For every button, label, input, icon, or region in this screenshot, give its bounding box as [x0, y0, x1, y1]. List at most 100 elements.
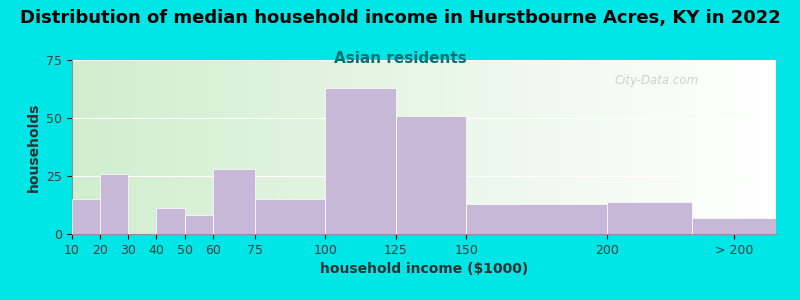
- Y-axis label: households: households: [26, 102, 41, 192]
- Bar: [213, 60, 216, 234]
- Bar: [656, 60, 660, 234]
- Text: Distribution of median household income in Hurstbourne Acres, KY in 2022: Distribution of median household income …: [20, 9, 780, 27]
- Bar: [386, 60, 389, 234]
- Bar: [650, 60, 653, 234]
- Bar: [273, 60, 276, 234]
- Bar: [685, 60, 688, 234]
- Bar: [248, 60, 251, 234]
- Bar: [568, 60, 572, 234]
- Bar: [290, 60, 294, 234]
- Bar: [550, 60, 554, 234]
- Bar: [530, 60, 533, 234]
- Bar: [562, 60, 565, 234]
- Bar: [150, 60, 153, 234]
- Bar: [547, 60, 550, 234]
- Bar: [414, 60, 417, 234]
- Bar: [139, 60, 142, 234]
- Bar: [185, 60, 188, 234]
- Bar: [452, 60, 456, 234]
- Bar: [480, 60, 484, 234]
- Bar: [487, 60, 491, 234]
- Bar: [220, 60, 223, 234]
- Bar: [533, 60, 537, 234]
- Bar: [230, 60, 234, 234]
- Bar: [368, 60, 371, 234]
- Bar: [691, 60, 695, 234]
- Bar: [748, 60, 751, 234]
- Bar: [322, 60, 326, 234]
- Bar: [361, 60, 364, 234]
- Bar: [509, 60, 512, 234]
- Bar: [354, 60, 357, 234]
- Bar: [234, 60, 238, 234]
- Bar: [315, 60, 318, 234]
- Bar: [698, 60, 702, 234]
- Bar: [572, 60, 575, 234]
- Bar: [245, 60, 248, 234]
- Bar: [713, 60, 716, 234]
- Bar: [720, 60, 723, 234]
- Bar: [343, 60, 346, 234]
- Bar: [618, 60, 621, 234]
- Bar: [632, 60, 635, 234]
- Bar: [107, 60, 110, 234]
- Bar: [269, 60, 273, 234]
- Bar: [691, 218, 776, 234]
- Bar: [301, 60, 304, 234]
- Bar: [660, 60, 663, 234]
- Bar: [374, 60, 378, 234]
- Bar: [125, 60, 128, 234]
- Bar: [178, 60, 181, 234]
- Bar: [600, 60, 603, 234]
- Bar: [663, 60, 667, 234]
- Bar: [424, 60, 427, 234]
- Bar: [515, 60, 519, 234]
- Bar: [695, 60, 698, 234]
- Bar: [132, 60, 135, 234]
- Bar: [195, 60, 198, 234]
- Bar: [688, 60, 691, 234]
- Bar: [610, 60, 614, 234]
- Bar: [628, 60, 632, 234]
- Bar: [502, 60, 505, 234]
- Bar: [638, 60, 642, 234]
- Bar: [607, 60, 610, 234]
- Bar: [255, 60, 258, 234]
- Bar: [741, 60, 744, 234]
- Bar: [544, 60, 547, 234]
- Bar: [276, 60, 280, 234]
- Bar: [494, 60, 498, 234]
- Bar: [537, 60, 540, 234]
- Bar: [238, 60, 241, 234]
- Bar: [227, 60, 230, 234]
- Bar: [505, 60, 509, 234]
- Bar: [97, 60, 100, 234]
- Bar: [241, 60, 245, 234]
- Bar: [174, 60, 178, 234]
- Bar: [399, 60, 403, 234]
- Bar: [153, 60, 157, 234]
- Bar: [396, 116, 466, 234]
- Bar: [255, 199, 326, 234]
- Bar: [364, 60, 368, 234]
- Bar: [614, 60, 618, 234]
- Bar: [667, 60, 670, 234]
- Bar: [146, 60, 150, 234]
- Bar: [339, 60, 343, 234]
- Bar: [198, 60, 202, 234]
- Bar: [170, 60, 174, 234]
- Bar: [709, 60, 713, 234]
- Bar: [593, 60, 597, 234]
- Bar: [251, 60, 255, 234]
- Bar: [118, 60, 122, 234]
- Bar: [565, 60, 568, 234]
- Bar: [674, 60, 678, 234]
- Bar: [266, 60, 269, 234]
- Bar: [160, 60, 163, 234]
- Bar: [350, 60, 354, 234]
- Bar: [410, 60, 414, 234]
- Bar: [90, 60, 93, 234]
- Bar: [678, 60, 681, 234]
- Bar: [642, 60, 646, 234]
- Bar: [392, 60, 396, 234]
